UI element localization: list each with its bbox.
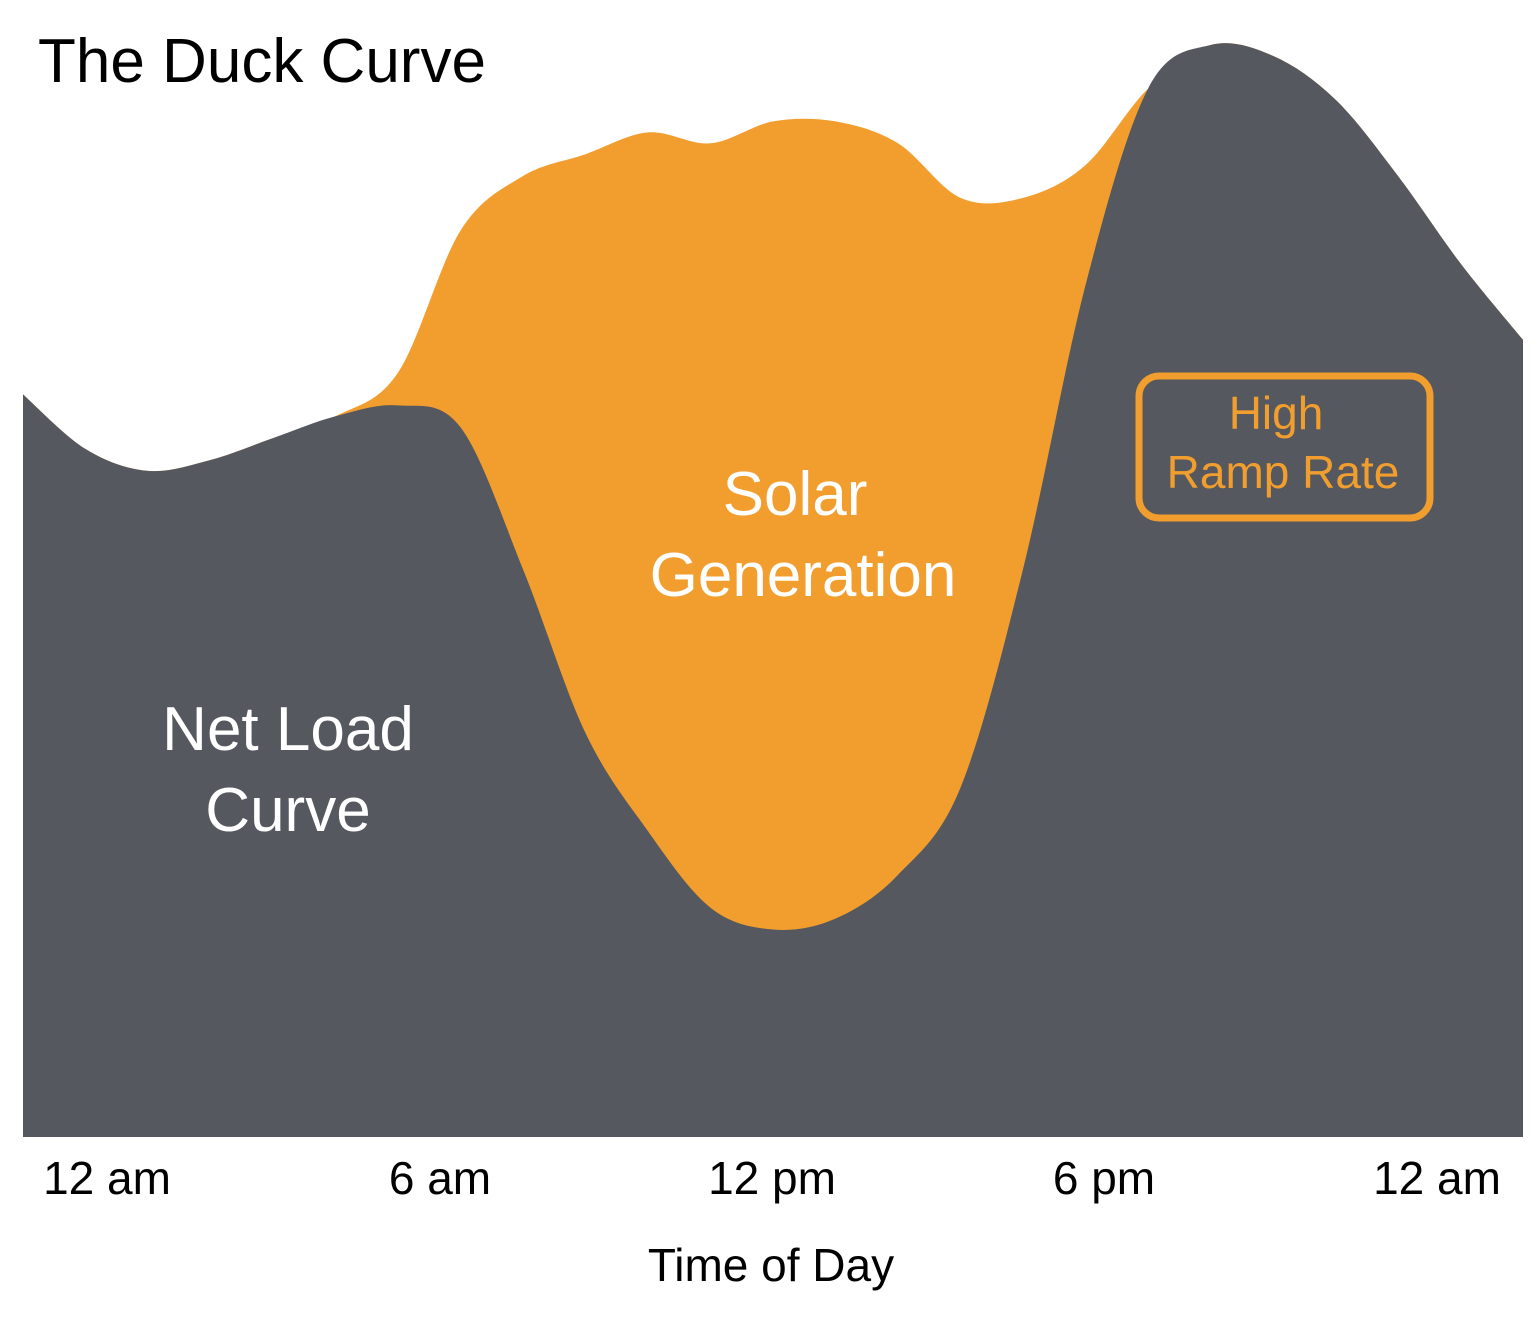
high-ramp-rate-box	[1135, 372, 1434, 522]
net-load-label-line-1: Net Load	[162, 695, 414, 764]
x-tick-label: 12 am	[1373, 1152, 1501, 1204]
ramp-label-line-1: High	[1229, 387, 1324, 439]
x-axis-label: Time of Day	[648, 1239, 894, 1291]
x-axis-ticks: 12 am 6 am 12 pm 6 pm 12 am	[43, 1152, 1501, 1204]
chart-title: The Duck Curve	[38, 27, 486, 96]
x-tick-label: 6 pm	[1053, 1152, 1155, 1204]
ramp-label-line-2: Ramp Rate	[1167, 446, 1400, 498]
solar-label-line-2: Generation	[650, 541, 957, 610]
x-tick-label: 6 am	[389, 1152, 491, 1204]
x-tick-label: 12 am	[43, 1152, 171, 1204]
plot-area	[23, 43, 1523, 1138]
net-load-area	[23, 43, 1523, 1138]
annotations: Solar Generation Net Load Curve High Ram…	[162, 372, 1434, 845]
net-load-label-line-2: Curve	[205, 776, 370, 845]
x-tick-label: 12 pm	[708, 1152, 836, 1204]
solar-label-line-1: Solar	[723, 460, 868, 529]
